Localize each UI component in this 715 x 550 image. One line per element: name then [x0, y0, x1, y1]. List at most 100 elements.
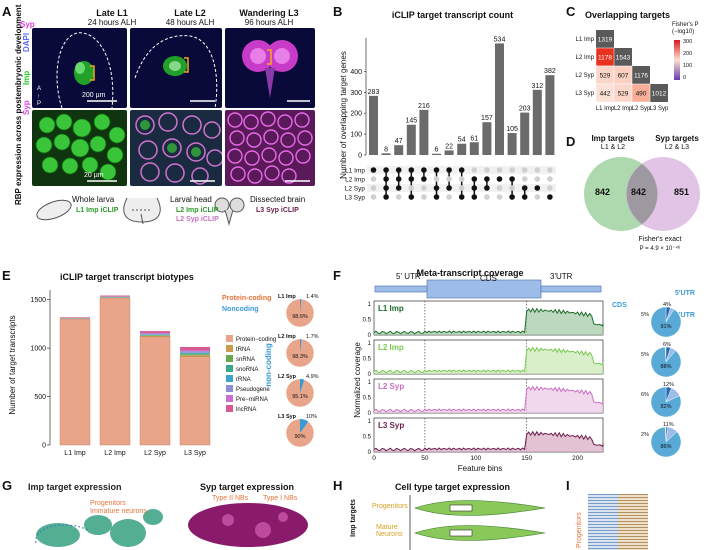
- upset-bar-label: 22: [445, 143, 453, 150]
- upset-bar: [419, 109, 429, 155]
- umap-plots: [35, 503, 308, 547]
- upset-chart: 0 100 200 300 400 283 8 47 145 216 6 22 54 61 157 534 10…: [345, 36, 556, 202]
- biotype-legend-swatch: [226, 395, 233, 402]
- upset-bar: [469, 142, 479, 155]
- upset-dot: [547, 194, 553, 200]
- coverage-line: [373, 385, 604, 413]
- biotype-bar-noncoding: [180, 355, 210, 357]
- schem-l3-syp-iclip: L3 Syp iCLIP: [256, 207, 299, 214]
- venn-test: Fisher's exact: [638, 236, 682, 243]
- panel-letter-a: A: [2, 4, 12, 19]
- biotype-legend-label: Protein−coding: [236, 337, 276, 343]
- region-pie-3utr-pct: 6%: [663, 342, 671, 348]
- biotype-bar-protein-coding: [179, 356, 211, 446]
- upset-dot: [383, 194, 389, 200]
- coverage-ytick-label: 0: [368, 333, 372, 339]
- biotype-legend-swatch: [226, 385, 233, 392]
- heatmap-diag-cell: [650, 84, 668, 102]
- row-label-syp-v: Syp: [22, 100, 31, 115]
- heatmap-row-label: L2 Syp: [575, 73, 594, 79]
- upset-bar-label: 534: [494, 36, 506, 43]
- upset-bar-label: 6: [435, 147, 439, 154]
- upset-dot: [383, 176, 389, 182]
- biotype-bar-noncoding: [140, 331, 170, 334]
- upset-set-label: L1 Imp: [345, 168, 365, 175]
- coverage-ytick-label: 0: [368, 372, 372, 378]
- upset-dot: [484, 194, 490, 200]
- upset-dot: [408, 176, 415, 182]
- coverage-ytick-label: 0: [368, 450, 372, 456]
- coverage-line: [373, 430, 604, 452]
- biotype-bar-noncoding: [140, 333, 170, 334]
- upset-dot: [421, 194, 427, 200]
- biotype-legend-swatch: [226, 355, 233, 362]
- upset-dot: [458, 176, 465, 182]
- heatmap-value: 529: [600, 73, 611, 80]
- biotype-xtick-label: L2 Imp: [104, 450, 126, 457]
- panel-letter-c: C: [566, 4, 576, 19]
- upset-dot: [395, 194, 402, 200]
- schem-l2-syp-iclip: L2 Syp iCLIP: [176, 216, 219, 223]
- biotype-legend-swatch: [226, 345, 233, 352]
- biotype-pie-pc-pct: 90%: [294, 434, 305, 440]
- biotype-ytick-label: 1500: [30, 297, 46, 304]
- upset-dot: [383, 167, 389, 173]
- transcript-model: [374, 279, 602, 299]
- upset-bar: [457, 143, 467, 155]
- upset-dot: [395, 176, 402, 182]
- heatmap-diag-value: 1012: [652, 91, 667, 98]
- panel-letter-f: F: [333, 268, 341, 283]
- coverage-ytick-label: 1: [368, 341, 372, 347]
- coverage-ytick-label: 1: [368, 419, 372, 425]
- biotype-legend-label: Pre−miRNA: [236, 397, 268, 403]
- upset-dot: [370, 194, 377, 200]
- upset-dot: [446, 167, 452, 173]
- panel-f-title: Meta-transcript coverage: [416, 268, 524, 278]
- heatmap-diag-cell: [632, 66, 650, 84]
- upset-ytick-label: 200: [350, 111, 362, 118]
- panel-b-title: iCLIP target transcript count: [391, 10, 514, 20]
- biotype-ytick-label: 0: [42, 443, 46, 450]
- heatmap-value: 607: [618, 73, 629, 80]
- umap-anno-type2: Type II NBs: [212, 495, 249, 502]
- upset-dot: [534, 167, 541, 173]
- upset-set-label: L2 Syp: [345, 186, 366, 193]
- coverage-ribbon: [374, 308, 603, 335]
- coverage-xtick-label: 50: [421, 455, 429, 462]
- coverage-xtick-label: 150: [521, 455, 532, 462]
- upset-dot: [496, 167, 503, 173]
- upset-ytick-label: 300: [350, 90, 362, 97]
- biotype-pie-nc: [300, 339, 302, 353]
- venn-pvalue: P = 4.9 × 10⁻⁴⁶: [639, 246, 681, 252]
- umap-anno-type1: Type I NBs: [263, 495, 298, 502]
- upset-dot: [521, 176, 528, 182]
- pie-label-cds: CDS: [612, 302, 627, 309]
- biotype-bar-protein-coding: [99, 297, 131, 446]
- biotype-bar-noncoding: [140, 333, 170, 335]
- biotype-bar-protein-coding: [139, 336, 171, 446]
- upset-bar-label: 382: [544, 68, 556, 75]
- scale-bar-label-2: 20 µm: [84, 172, 104, 179]
- panel-g-right-title: Syp target expression: [200, 482, 295, 492]
- pie-legend-protein-coding: Protein-coding: [222, 295, 272, 302]
- venn-left-value: 842: [595, 187, 611, 197]
- coverage-line: [373, 346, 604, 374]
- biotype-xtick-label: L3 Syp: [184, 450, 206, 457]
- biotype-legend-label: tRNA: [236, 347, 250, 353]
- biotype-pie-pc-pct: 98.6%: [292, 314, 308, 320]
- panel-i-label: Progenitors: [576, 512, 583, 548]
- heatmap-diag-cell: [614, 48, 632, 66]
- upset-bar: [520, 112, 530, 155]
- biotype-pie-pc-pct: 98.3%: [292, 354, 308, 360]
- heatmap-legend-tick: 300: [683, 39, 692, 45]
- upset-dot: [446, 176, 452, 182]
- upset-dot: [521, 167, 528, 173]
- biotype-xtick-label: L1 Imp: [64, 450, 86, 457]
- upset-ytick-label: 0: [358, 153, 362, 160]
- venn-left-title: Imp targets L1 & L2: [591, 134, 635, 151]
- upset-dot: [433, 167, 440, 173]
- heatmap-diag-value: 1319: [598, 37, 613, 44]
- venn-diagram: [584, 157, 700, 231]
- svg-text:A: A: [37, 86, 41, 92]
- coverage-ribbon: [374, 386, 603, 413]
